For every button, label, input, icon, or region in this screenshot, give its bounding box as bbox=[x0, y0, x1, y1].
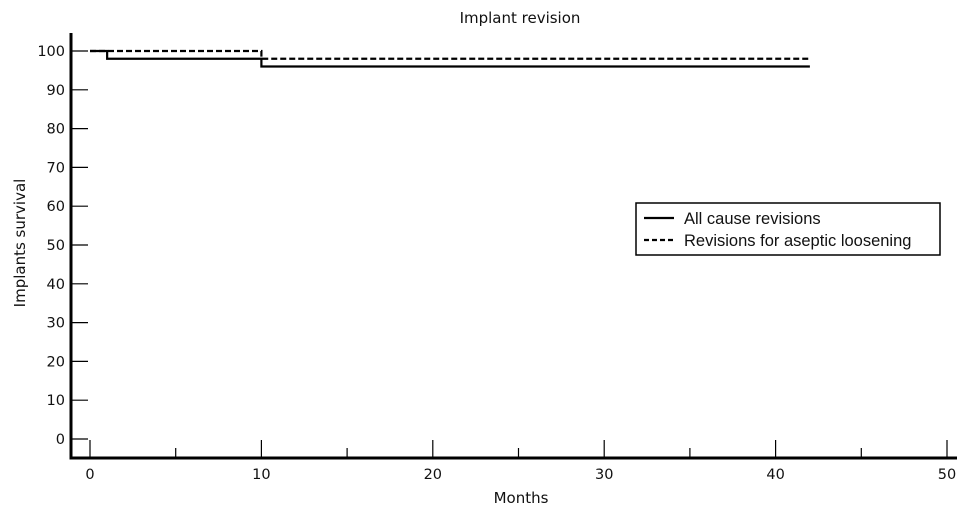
y-axis-label: Implants survival bbox=[11, 179, 29, 308]
x-axis-label: Months bbox=[494, 489, 549, 507]
x-tick-label-50: 50 bbox=[938, 467, 956, 483]
series-layer bbox=[90, 49, 810, 68]
y-tick-label-90: 90 bbox=[47, 83, 65, 99]
axes: 0 10 20 30 40 50 60 70 80 90 100 0 10 20 30 40 50 bbox=[37, 33, 957, 483]
y-tick-label-20: 20 bbox=[47, 354, 65, 370]
legend: All cause revisions Revisions for aseptic… bbox=[635, 202, 941, 256]
x-tick-label-30: 30 bbox=[595, 467, 613, 483]
legend-label-1: Revisions for aseptic loosening bbox=[684, 232, 911, 250]
y-tick-label-10: 10 bbox=[47, 393, 65, 409]
series-line-0 bbox=[90, 49, 810, 68]
x-tick-label-10: 10 bbox=[252, 467, 270, 483]
chart-title: Implant revision bbox=[460, 9, 581, 27]
legend-box bbox=[635, 202, 941, 256]
series-line-1 bbox=[90, 49, 810, 60]
x-tick-label-40: 40 bbox=[766, 467, 784, 483]
y-tick-label-60: 60 bbox=[47, 199, 65, 215]
x-tick-label-0: 0 bbox=[85, 467, 94, 483]
legend-label-0: All cause revisions bbox=[684, 210, 821, 228]
y-tick-label-50: 50 bbox=[47, 238, 65, 254]
y-tick-label-30: 30 bbox=[47, 316, 65, 332]
y-tick-label-40: 40 bbox=[47, 277, 65, 293]
y-tick-label-100: 100 bbox=[37, 44, 65, 60]
y-tick-label-80: 80 bbox=[47, 122, 65, 138]
y-tick-label-70: 70 bbox=[47, 160, 65, 176]
y-tick-label-0: 0 bbox=[56, 432, 65, 448]
x-tick-label-20: 20 bbox=[424, 467, 442, 483]
